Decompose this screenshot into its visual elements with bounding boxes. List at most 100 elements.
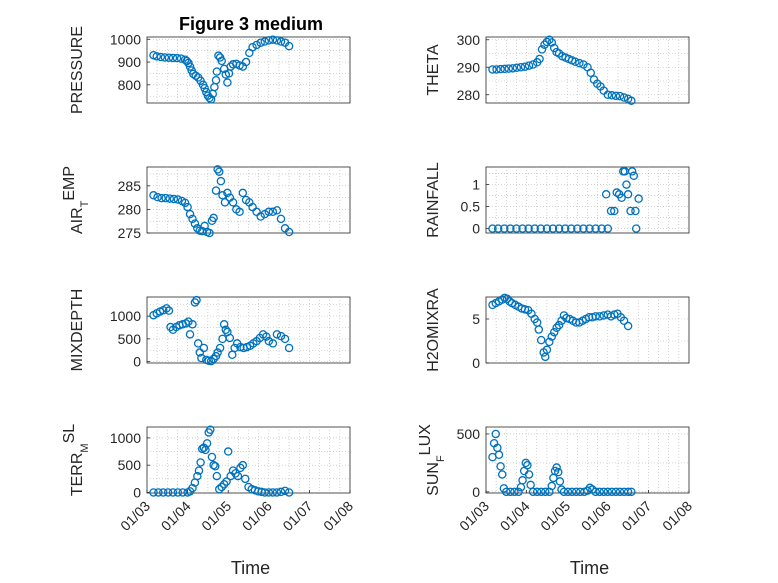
subplot-2-ytick-label: 300 <box>457 32 481 48</box>
data-point <box>512 224 521 233</box>
data-point <box>627 96 636 106</box>
data-point <box>541 487 550 497</box>
data-point <box>158 488 168 497</box>
data-point <box>221 325 231 335</box>
data-point <box>223 78 232 87</box>
data-point <box>163 488 173 497</box>
subplot-2-ytick-label: 290 <box>457 59 481 75</box>
subplot-5-ylabel: MIXDEPTH <box>69 289 86 372</box>
data-point <box>190 219 200 228</box>
subplot-7-ytick-label: 0 <box>133 484 141 500</box>
data-point <box>528 487 538 497</box>
data-point <box>220 198 230 207</box>
data-point <box>573 224 582 233</box>
data-point <box>508 64 518 73</box>
data-point <box>585 224 594 233</box>
data-point <box>157 193 166 203</box>
data-point <box>168 53 178 63</box>
data-point <box>228 466 238 475</box>
subplot-5-ytick-label: 0 <box>133 354 141 370</box>
data-point <box>276 487 286 497</box>
subplot-3-ytick-label: 285 <box>118 178 142 194</box>
data-point <box>623 487 633 497</box>
data-point <box>510 487 519 497</box>
data-point <box>502 294 512 304</box>
data-point <box>626 206 635 216</box>
data-point <box>207 452 217 462</box>
data-point <box>579 224 588 233</box>
subplot-8-series <box>488 429 636 497</box>
data-point <box>534 325 544 334</box>
data-point <box>494 450 504 460</box>
data-point <box>200 83 209 93</box>
data-point <box>211 75 221 85</box>
subplot-4-ytick-label: 0 <box>472 221 480 237</box>
data-point <box>488 224 497 233</box>
data-point <box>169 194 179 204</box>
data-point <box>567 487 577 497</box>
data-point <box>615 487 625 497</box>
data-point <box>205 228 214 238</box>
subplot-8-ylabel: SUNFLUX <box>417 424 448 496</box>
data-point <box>233 471 243 481</box>
data-point <box>215 484 224 494</box>
data-point <box>202 439 212 448</box>
data-point <box>586 68 595 78</box>
subplot-8-ytick-label: 0 <box>472 484 480 500</box>
data-point <box>168 488 178 497</box>
subplot-3-ytick-label: 280 <box>118 201 142 217</box>
data-point <box>537 45 547 54</box>
data-point <box>571 487 581 497</box>
data-point <box>611 487 621 497</box>
data-point <box>222 477 231 486</box>
data-point <box>554 467 563 477</box>
data-point <box>276 37 286 46</box>
data-point <box>622 180 631 189</box>
data-point <box>260 488 269 497</box>
data-point <box>536 487 546 497</box>
data-point <box>542 345 552 355</box>
subplot-3-ylabel: AIRTEMP <box>61 166 92 234</box>
data-point <box>545 35 554 45</box>
data-point <box>196 76 205 85</box>
data-point <box>603 90 613 100</box>
data-point <box>161 193 170 203</box>
subplot-1-series <box>149 35 294 104</box>
data-point <box>156 52 166 62</box>
data-point <box>496 64 505 74</box>
data-point <box>591 487 600 497</box>
data-point <box>228 198 238 207</box>
data-point <box>536 335 546 345</box>
data-point <box>219 480 229 489</box>
data-point <box>496 462 505 471</box>
data-point <box>188 483 197 493</box>
subplot-5-ytick-label: 1000 <box>110 308 141 324</box>
data-point <box>612 188 621 197</box>
data-point <box>540 40 549 49</box>
figure-title: Figure 3 medium <box>179 14 323 34</box>
data-point <box>615 91 625 101</box>
data-point <box>545 337 554 347</box>
data-point <box>216 176 226 186</box>
data-point <box>209 460 218 470</box>
subplot-6: 0 5 H2OMIXRA <box>425 288 690 372</box>
data-point <box>623 321 633 331</box>
data-point <box>567 224 576 233</box>
subplot-1-ytick-label: 800 <box>118 77 142 93</box>
data-point <box>164 306 174 315</box>
data-point <box>607 487 617 497</box>
data-point <box>619 316 629 326</box>
data-point <box>217 56 226 66</box>
subplot-4-ylabel: RAINFALL <box>425 162 442 238</box>
data-point <box>160 53 170 62</box>
data-point <box>595 312 604 321</box>
data-point <box>521 458 531 468</box>
data-point <box>617 193 626 203</box>
data-point <box>209 354 218 364</box>
data-point <box>518 224 527 233</box>
data-point <box>535 54 544 64</box>
data-point <box>554 224 564 233</box>
data-point <box>276 214 286 224</box>
